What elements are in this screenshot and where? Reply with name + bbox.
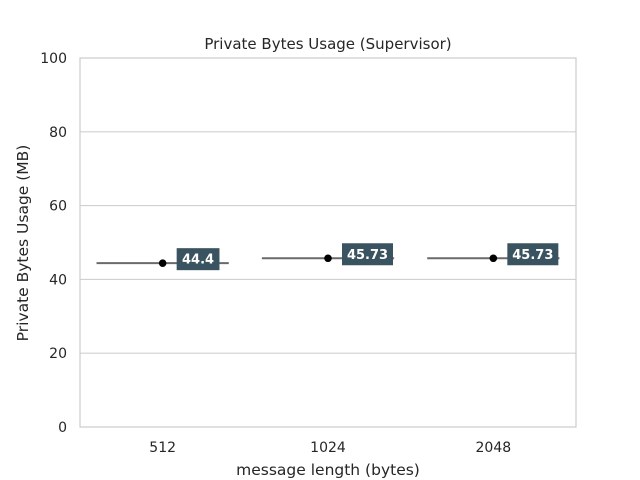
data-marks: 44.4 45.73 45.73	[96, 243, 560, 271]
data-label-box	[342, 243, 393, 266]
y-tick-label: 0	[58, 420, 67, 436]
x-tick-label: 1024	[310, 440, 346, 456]
y-tick-labels: 0 20 40 60 80 100	[40, 51, 67, 436]
chart-title: Private Bytes Usage (Supervisor)	[204, 35, 451, 53]
plot-frame	[79, 57, 577, 428]
mean-marker	[489, 254, 498, 263]
y-tick-label: 60	[49, 199, 67, 215]
y-tick-label: 20	[49, 346, 67, 362]
x-tick-label: 2048	[476, 440, 512, 456]
y-tick-label: 100	[40, 51, 67, 67]
x-tick-label: 512	[149, 440, 176, 456]
y-tick-label: 80	[49, 125, 67, 141]
data-label-box	[176, 248, 220, 271]
y-axis-label: Private Bytes Usage (MB)	[14, 145, 32, 342]
data-label: 45.73	[347, 248, 388, 263]
x-axis-label: message length (bytes)	[236, 461, 420, 479]
grid	[80, 131, 576, 354]
mean-marker	[324, 254, 332, 263]
mean-marker	[158, 259, 167, 267]
y-tick-label: 40	[49, 272, 67, 288]
x-tick-labels: 512 1024 2048	[149, 440, 511, 456]
data-label: 45.73	[512, 248, 553, 263]
data-label: 44.4	[182, 253, 214, 268]
data-label-box	[507, 243, 559, 266]
